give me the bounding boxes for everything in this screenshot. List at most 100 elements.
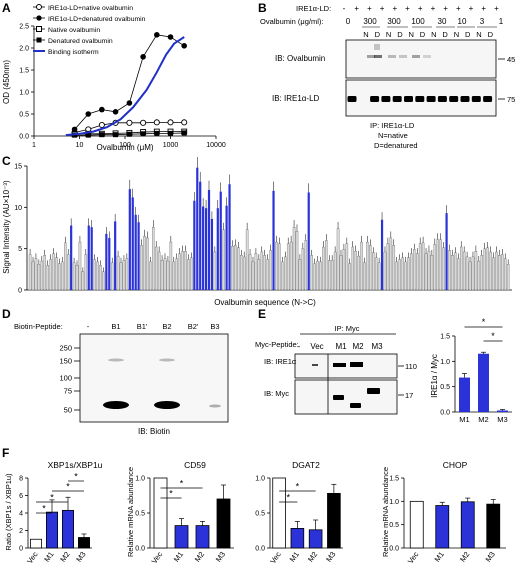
f-x-tick-label: Vec xyxy=(25,550,40,566)
f-x-tick-label: M1 xyxy=(42,550,55,564)
d-mw-label: 150 xyxy=(59,357,72,366)
c-bar xyxy=(407,257,410,291)
c-bar xyxy=(178,253,181,291)
a-point-denatured-only xyxy=(113,132,119,138)
c-bar xyxy=(304,240,308,291)
c-bar xyxy=(46,265,49,291)
f-chart-chop: 0.0 0.5 1.0 1.5 Vec M1 M2 M3 xyxy=(389,476,506,565)
c-bar-highlight xyxy=(380,219,384,290)
b-nd-label: N xyxy=(363,30,368,39)
c-bar xyxy=(489,251,492,291)
b-conc-value: 300 xyxy=(387,17,401,26)
f-bar xyxy=(460,501,475,549)
d-blot-box xyxy=(79,333,229,423)
c-bar xyxy=(269,250,272,291)
b-footer-n: N=native xyxy=(378,131,408,140)
c-bar xyxy=(257,259,261,291)
b-nd-label: D xyxy=(465,30,471,39)
d-row-label: Biotin-Peptide: xyxy=(14,322,63,331)
c-bar-highlight xyxy=(202,206,205,290)
b-header-sign: + xyxy=(418,4,423,13)
c-bar xyxy=(242,256,246,291)
b-blot1-label: IB: Ovalbumin xyxy=(275,54,325,63)
e-sig-star-2: * xyxy=(491,331,495,341)
a-point-native xyxy=(98,121,105,129)
a-point-native xyxy=(140,119,147,126)
b-conc-value: 10 xyxy=(458,17,467,26)
e-bar xyxy=(478,353,489,412)
panel-label-e: E xyxy=(258,307,266,321)
e-band-m2-ire1 xyxy=(350,362,363,367)
c-bar-highlight xyxy=(105,233,108,290)
c-bar xyxy=(96,261,99,291)
c-bar-highlight xyxy=(272,190,275,290)
c-bar-highlight xyxy=(228,184,231,290)
b-nd-label: D xyxy=(420,30,426,39)
b-band-ovalbumin xyxy=(399,55,407,58)
legend-entry-3: Denatured ovalbumin xyxy=(48,38,113,45)
c-bar-highlight xyxy=(90,227,93,290)
c-bar xyxy=(506,264,510,291)
e-lane-label: Vec xyxy=(310,342,323,351)
c-bar xyxy=(237,247,240,291)
e-band-m1-myc xyxy=(333,395,344,400)
f1-ylabel: Relative mRNA abundance xyxy=(126,467,135,557)
f-bar xyxy=(435,505,450,549)
b-band-ire1 xyxy=(449,96,459,102)
c-bar xyxy=(503,258,507,291)
d-band-b2 xyxy=(154,401,180,409)
panel-label-c: C xyxy=(2,154,11,168)
c-bar xyxy=(28,254,32,291)
f-x-tick-label: M1 xyxy=(433,550,446,564)
f-bar xyxy=(46,511,59,549)
c-bar xyxy=(64,242,67,291)
c-bar-highlight xyxy=(216,208,219,290)
c-bar xyxy=(99,265,102,291)
a-point-denatured-only xyxy=(154,130,160,136)
c-bar xyxy=(439,239,442,291)
a-point-denatured xyxy=(99,106,105,113)
c-bar xyxy=(301,248,305,291)
c-bar xyxy=(52,253,55,291)
a-point-denatured xyxy=(181,43,187,49)
panel-e: IP: Myc Myc-Peptide: - Vec M1 M2 M3 IB: IRE1… xyxy=(255,317,512,424)
c-bar xyxy=(310,255,313,291)
c-bar-highlight xyxy=(207,189,211,290)
a-point-native xyxy=(153,119,160,126)
d-lane-label: B1' xyxy=(137,322,148,331)
a-y-tick-label: 0.0 xyxy=(19,134,29,141)
c-bar xyxy=(404,261,407,291)
b-band-ovalbumin xyxy=(374,55,382,58)
a-point-denatured-only xyxy=(99,132,105,138)
f-bar xyxy=(216,498,231,549)
c-bar xyxy=(442,247,445,291)
c-bar xyxy=(34,258,38,291)
f-chart-dgat2: 0.0 0.5 1.0 Vec M1 M2 M3 * * xyxy=(255,476,343,565)
b-conc-value: 30 xyxy=(438,17,447,26)
c-bar xyxy=(468,261,472,291)
f-y-tick-label: 0.5 xyxy=(135,511,145,518)
c-bar xyxy=(143,236,146,291)
c-bar xyxy=(234,245,237,291)
c-bar xyxy=(415,253,419,291)
a-x-tick-label: 100 xyxy=(119,142,131,149)
b-nd-label: N xyxy=(454,30,459,39)
f-bar xyxy=(62,509,75,549)
c-bar xyxy=(330,260,334,291)
c-bar xyxy=(240,255,243,291)
c-bar xyxy=(125,258,129,291)
legend-entry-4: Binding isotherm xyxy=(48,49,99,56)
c-bar-highlight xyxy=(114,221,117,290)
e-ip-header: IP: Myc xyxy=(334,324,359,333)
f-y-tick-label: 0 xyxy=(19,546,23,553)
f-x-tick-label: M2 xyxy=(306,550,319,564)
a-x-tick-label: 1000 xyxy=(163,142,179,149)
c-bar-highlight xyxy=(70,225,73,290)
panel-c-array-chart: 0 5 10 15 Signal Intensity (AU×10⁻³) Ovalbu… xyxy=(2,157,512,307)
b-nd-label: N xyxy=(386,30,391,39)
f-x-tick-label: M2 xyxy=(58,550,71,564)
panel-c-bars xyxy=(28,157,510,291)
c-bar xyxy=(84,254,88,291)
c-bar xyxy=(459,246,463,291)
d-band-b2-faint xyxy=(159,358,175,362)
